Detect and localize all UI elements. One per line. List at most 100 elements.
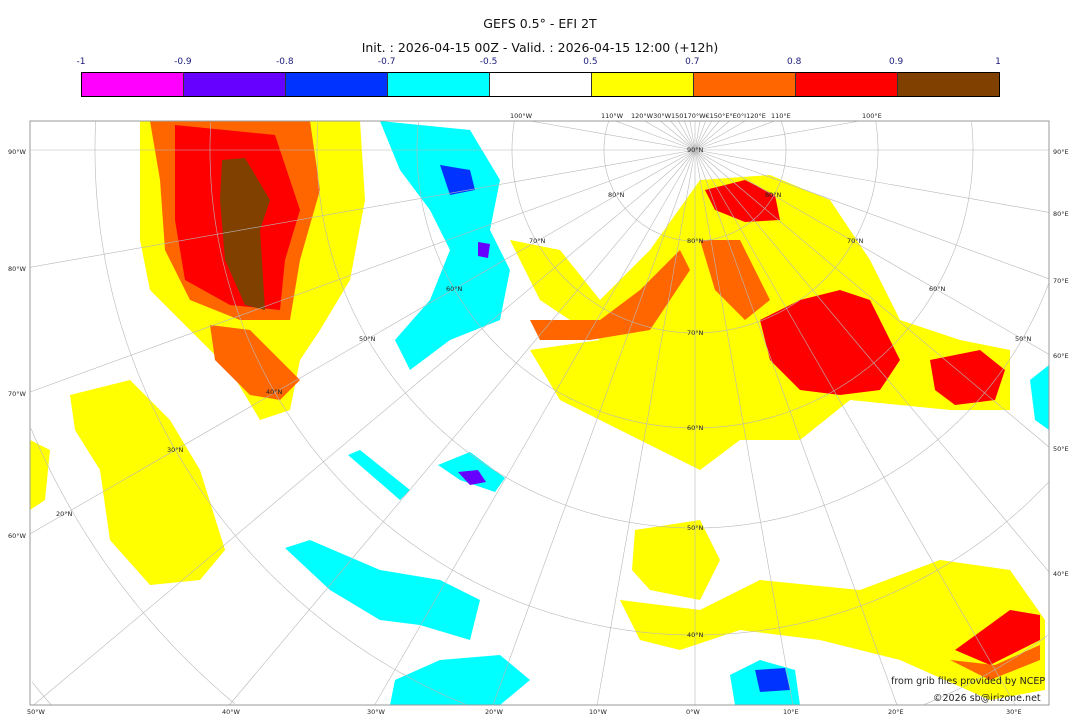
bottom-lon-label: 20°E — [888, 708, 904, 716]
bottom-lon-label: 0°W — [686, 708, 700, 716]
latitude-label: 40°N — [687, 631, 704, 639]
latitude-circle — [209, 122, 695, 636]
efi-orange-turkey — [950, 645, 1040, 680]
efi-orange-strip — [210, 325, 300, 400]
meridian-line — [694, 149, 1050, 573]
efi-yellow-iberia — [632, 520, 720, 600]
right-lon-label: 80°E — [1053, 210, 1069, 218]
efi-red-scandinavia — [760, 290, 900, 395]
bottom-lon-label: 30°W — [367, 708, 385, 716]
chart-subtitle: Init. : 2026-04-15 00Z - Valid. : 2026-0… — [361, 40, 719, 55]
efi-orange-greenland — [530, 250, 690, 340]
efi-purple-patch — [458, 470, 486, 485]
bottom-lon-label: 50°W — [27, 708, 45, 716]
meridian-line — [596, 149, 696, 706]
meridian-line — [694, 149, 1016, 706]
latitude-label: 70°N — [687, 329, 704, 337]
bottom-lon-label: 10°E — [783, 708, 799, 716]
efi-yellow-nordic — [510, 175, 1010, 470]
meridian-line — [644, 120, 696, 151]
efi-cyan-patch-3 — [285, 540, 480, 640]
right-lon-label: 60°E — [1053, 352, 1069, 360]
bottom-lon-label: 20°W — [485, 708, 503, 716]
latitude-circle — [316, 121, 695, 529]
latitude-circle — [31, 681, 52, 705]
latitude-label: 80°N — [687, 237, 704, 245]
meridian-line — [694, 149, 1050, 213]
meridian-line — [660, 120, 696, 151]
efi-blue-patch — [755, 668, 790, 692]
left-lon-label: 70°W — [8, 390, 26, 398]
meridian-line — [694, 149, 1050, 448]
colorbar-bin — [82, 73, 184, 96]
top-lon-label: 110°W — [601, 112, 624, 120]
meridian-line — [29, 149, 696, 268]
efi-yellow-west-edge — [30, 440, 50, 510]
latitude-label: 30°N — [167, 446, 184, 454]
efi-purple-baffin — [478, 242, 490, 258]
colorbar-tick-label: 1 — [995, 57, 1001, 67]
meridian-line — [684, 120, 696, 151]
colorbar-bin — [694, 73, 796, 96]
colorbar-tick-label: 0.7 — [685, 57, 700, 67]
efi-orange-norwegian — [700, 240, 770, 320]
copyright: ©2026 sb@irizone.net — [933, 693, 1041, 704]
colorbar-bin — [184, 73, 286, 96]
efi-red-svalbard — [705, 180, 780, 222]
graticule — [29, 120, 1050, 706]
meridian-line — [694, 149, 898, 706]
efi-cyan-patch-1 — [348, 450, 410, 500]
colorbar-tick-label: 0.5 — [583, 57, 598, 67]
colorbar — [81, 72, 1000, 97]
latitude-circle — [695, 122, 974, 429]
left-lon-label: 60°W — [8, 532, 26, 540]
meridian-line — [229, 149, 696, 706]
colorbar-bin — [592, 73, 694, 96]
top-lon-label: 100°W — [510, 112, 533, 120]
bottom-lon-label: 40°W — [222, 708, 240, 716]
latitude-label: 60°N — [687, 424, 704, 432]
meridian-line — [29, 149, 696, 535]
efi-brown-canada — [220, 158, 270, 310]
meridian-line — [615, 120, 696, 151]
right-lon-label: 90°E — [1053, 148, 1069, 156]
colorbar-bin — [898, 73, 999, 96]
meridian-line — [678, 120, 696, 151]
latitude-label: 40°N — [266, 388, 283, 396]
efi-red-turkey — [955, 610, 1040, 665]
latitude-label: 50°N — [1015, 335, 1032, 343]
meridian-line — [694, 120, 712, 151]
latitude-circle — [924, 635, 1048, 705]
efi-cyan-patch-4 — [390, 655, 530, 705]
latitude-label: 50°N — [687, 524, 704, 532]
latitude-label: 80°N — [765, 191, 782, 199]
latitude-circle — [30, 428, 235, 704]
colorbar-tick-label: -0.8 — [275, 57, 294, 67]
colorbar-tick-label: 0.8 — [787, 57, 802, 67]
meridian-line — [694, 120, 775, 151]
top-lon-label: 100°E — [862, 112, 882, 120]
meridian-line — [694, 149, 1050, 280]
meridian-line — [492, 149, 696, 706]
meridian-line — [694, 149, 1050, 355]
map-frame — [29, 120, 1050, 706]
efi-cyan-baffin — [380, 121, 510, 370]
latitude-circle — [695, 121, 787, 242]
right-lon-label: 70°E — [1053, 277, 1069, 285]
latitude-circle — [695, 482, 1049, 636]
meridian-line — [694, 120, 706, 151]
latitude-label: 70°N — [847, 237, 864, 245]
bottom-lon-label: 10°W — [589, 708, 607, 716]
latitude-circle — [695, 283, 1049, 529]
meridian-line — [689, 120, 696, 151]
right-lon-label: 40°E — [1053, 570, 1069, 578]
colorbar-tick-label: -0.7 — [377, 57, 396, 67]
meridian-line — [374, 149, 696, 706]
left-lon-label: 90°W — [8, 148, 26, 156]
latitude-circle — [416, 122, 695, 429]
meridian-line — [694, 120, 720, 151]
meridian-line — [29, 149, 696, 393]
latitude-circle — [695, 121, 879, 334]
latitude-label: 70°N — [529, 237, 546, 245]
